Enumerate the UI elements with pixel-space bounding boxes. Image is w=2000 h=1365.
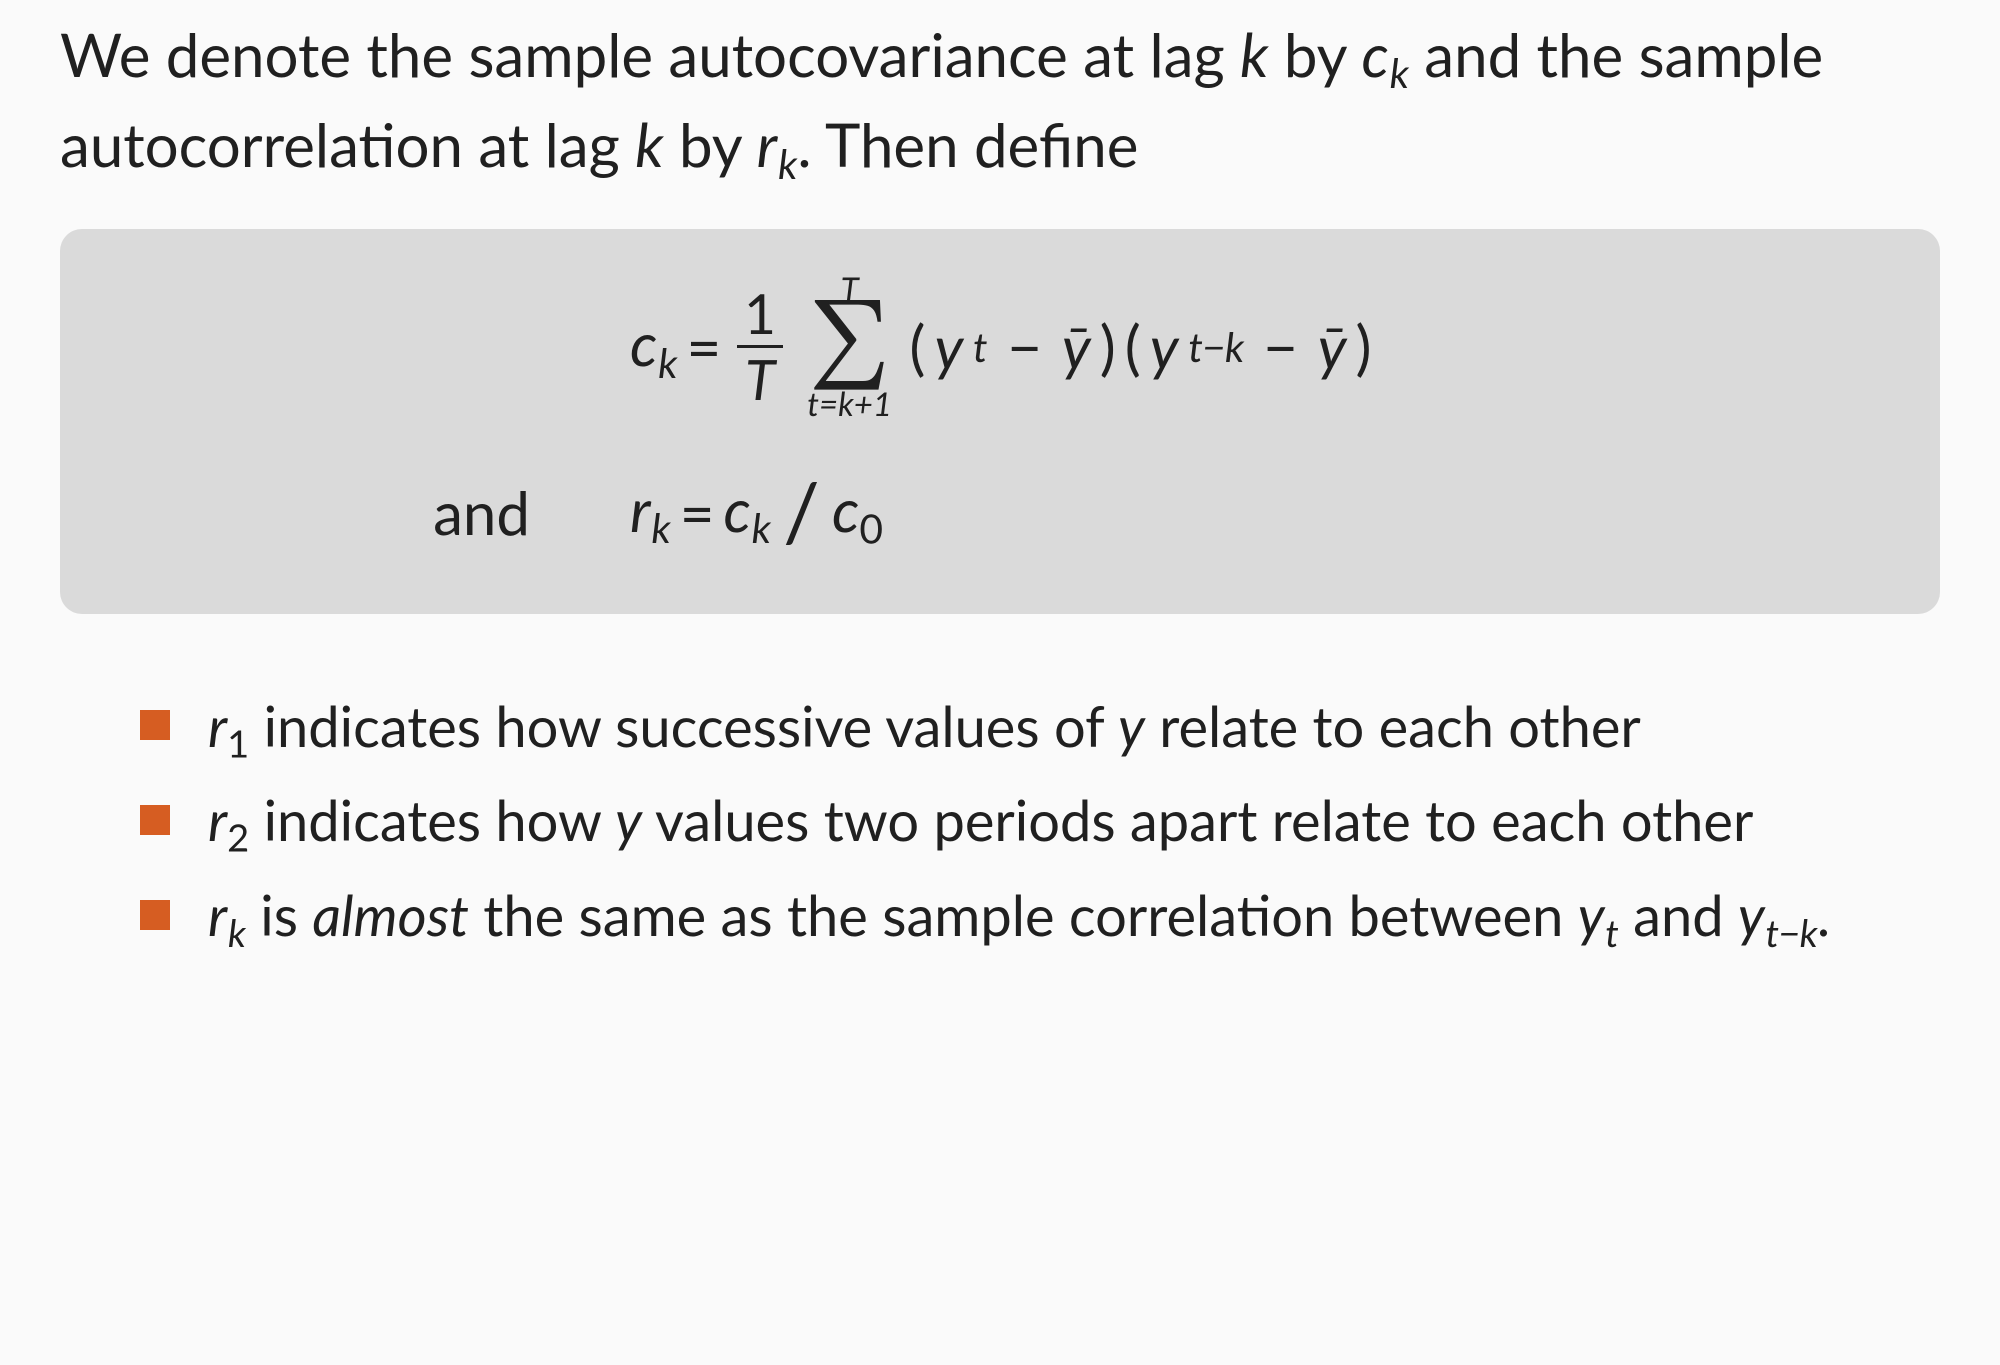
b3-ytk-sub: t−k bbox=[1765, 910, 1817, 956]
bullet-item-1: r1 indicates how successive values of y … bbox=[140, 684, 1940, 773]
rk-r: r bbox=[630, 473, 651, 545]
yt-y: y bbox=[934, 304, 963, 389]
rk-k: k bbox=[651, 503, 671, 552]
ck2-c: c bbox=[724, 473, 751, 545]
intro-text-a: We denote the sample autocovariance at l… bbox=[60, 18, 1240, 90]
b3-r: r bbox=[208, 881, 227, 948]
b3-p2: the same as the sample correlation betwe… bbox=[469, 881, 1578, 948]
frac-den: T bbox=[738, 352, 781, 407]
one-over-T: 1 T bbox=[737, 286, 782, 407]
var-ck-c: c bbox=[1361, 18, 1388, 90]
bullet-item-3: rk is almost the same as the sample corr… bbox=[140, 873, 1940, 962]
slash: / bbox=[783, 453, 820, 568]
b3-p1: is bbox=[246, 881, 312, 948]
rk-equation: rk = ck/c0 bbox=[630, 455, 883, 570]
b1-y: y bbox=[1118, 692, 1145, 759]
b1-r: r bbox=[208, 692, 227, 759]
b3-yt-y: y bbox=[1578, 881, 1605, 948]
yt-t: t bbox=[972, 318, 987, 376]
bullet-list: r1 indicates how successive values of y … bbox=[60, 684, 1940, 962]
b2-tail: values two periods apart relate to each … bbox=[642, 786, 1753, 853]
var-rk-k: k bbox=[777, 139, 797, 188]
minus-1: − bbox=[1007, 304, 1042, 389]
bullet-item-2: r2 indicates how y values two periods ap… bbox=[140, 778, 1940, 867]
c0-c: c bbox=[832, 473, 859, 545]
var-k2: k bbox=[635, 108, 663, 180]
ytk-sub: t−k bbox=[1188, 318, 1244, 376]
summation: T ∑ t=k+1 bbox=[807, 273, 892, 421]
b3-ytk-y: y bbox=[1738, 881, 1765, 948]
ybar-2: ȳ bbox=[1318, 304, 1347, 389]
ytk-y: y bbox=[1150, 304, 1179, 389]
ybar-1: ȳ bbox=[1062, 304, 1091, 389]
var-k: k bbox=[1240, 18, 1268, 90]
intro-paragraph: We denote the sample autocovariance at l… bbox=[60, 12, 1940, 193]
var-ck-k: k bbox=[1389, 48, 1409, 97]
equals-2: = bbox=[680, 470, 715, 555]
b1-tail: relate to each other bbox=[1145, 692, 1641, 759]
frac-num: 1 bbox=[737, 286, 782, 341]
and-label: and bbox=[100, 470, 630, 555]
equals-1: = bbox=[686, 304, 721, 389]
sum-top: T bbox=[841, 273, 859, 306]
lparen-1: ( bbox=[909, 304, 925, 389]
ck-k: k bbox=[657, 338, 677, 387]
b1-sub: 1 bbox=[227, 720, 249, 766]
intro-text-d: by bbox=[664, 108, 757, 180]
intro-text-b: by bbox=[1268, 18, 1361, 90]
var-rk-r: r bbox=[757, 108, 778, 180]
b3-p4: . bbox=[1817, 881, 1830, 948]
minus-2: − bbox=[1263, 304, 1298, 389]
formula-row-2: and rk = ck/c0 bbox=[100, 455, 1900, 570]
b2-sub: 2 bbox=[227, 815, 249, 861]
lparen-2: ( bbox=[1125, 304, 1141, 389]
b3-k: k bbox=[227, 910, 246, 956]
rparen-1: ) bbox=[1100, 304, 1116, 389]
ck2-k: k bbox=[751, 503, 771, 552]
b3-yt-t: t bbox=[1605, 910, 1619, 956]
ck-equation: ck = 1 T T ∑ t=k+1 (yt − ȳ)(yt−k bbox=[630, 273, 1372, 421]
rparen-2: ) bbox=[1356, 304, 1372, 389]
ck-c: c bbox=[630, 307, 657, 379]
c0-0: 0 bbox=[859, 503, 883, 552]
b3-p3: and bbox=[1619, 881, 1738, 948]
b2-y: y bbox=[615, 786, 642, 853]
b3-almost: almost bbox=[312, 881, 469, 948]
sum-bottom: t=k+1 bbox=[807, 388, 892, 421]
b2-r: r bbox=[208, 786, 227, 853]
formula-row-1: ck = 1 T T ∑ t=k+1 (yt − ȳ)(yt−k bbox=[100, 273, 1900, 421]
formula-box: ck = 1 T T ∑ t=k+1 (yt − ȳ)(yt−k bbox=[60, 229, 1940, 614]
intro-text-e: . Then define bbox=[797, 108, 1138, 180]
sum-symbol: ∑ bbox=[809, 307, 890, 385]
b2-post: indicates how bbox=[249, 786, 615, 853]
slide-content: We denote the sample autocovariance at l… bbox=[0, 0, 2000, 998]
b1-post: indicates how successive values of bbox=[249, 692, 1118, 759]
